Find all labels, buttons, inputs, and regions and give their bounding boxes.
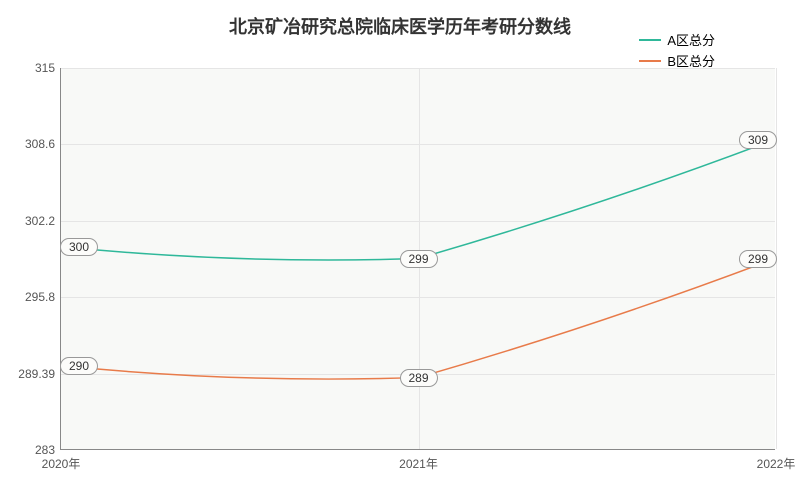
legend-swatch-b [639,60,661,62]
data-label: 299 [399,250,437,268]
x-tick-label: 2020年 [42,455,81,472]
y-tick-label: 302.2 [25,214,55,228]
series-line [61,139,775,260]
x-tick-label: 2022年 [757,455,796,472]
legend-label-a: A区总分 [667,30,715,49]
x-tick-label: 2021年 [399,455,438,472]
legend: A区总分 B区总分 [639,30,715,72]
legend-item-a: A区总分 [639,30,715,49]
legend-swatch-a [639,39,661,41]
chart-title: 北京矿冶研究总院临床医学历年考研分数线 [229,13,571,39]
data-label: 290 [60,357,98,375]
data-label: 299 [739,250,777,268]
y-tick-label: 308.6 [25,137,55,151]
y-tick-label: 289.39 [18,367,55,381]
y-tick-label: 295.8 [25,290,55,304]
y-tick-label: 315 [35,61,55,75]
series-line [61,259,775,380]
plot-area: 283289.39295.8302.2308.63152020年2021年202… [60,68,775,450]
data-label: 309 [739,131,777,149]
data-label: 300 [60,238,98,256]
chart-container: 北京矿冶研究总院临床医学历年考研分数线 A区总分 B区总分 283289.392… [0,0,800,500]
data-label: 289 [399,369,437,387]
